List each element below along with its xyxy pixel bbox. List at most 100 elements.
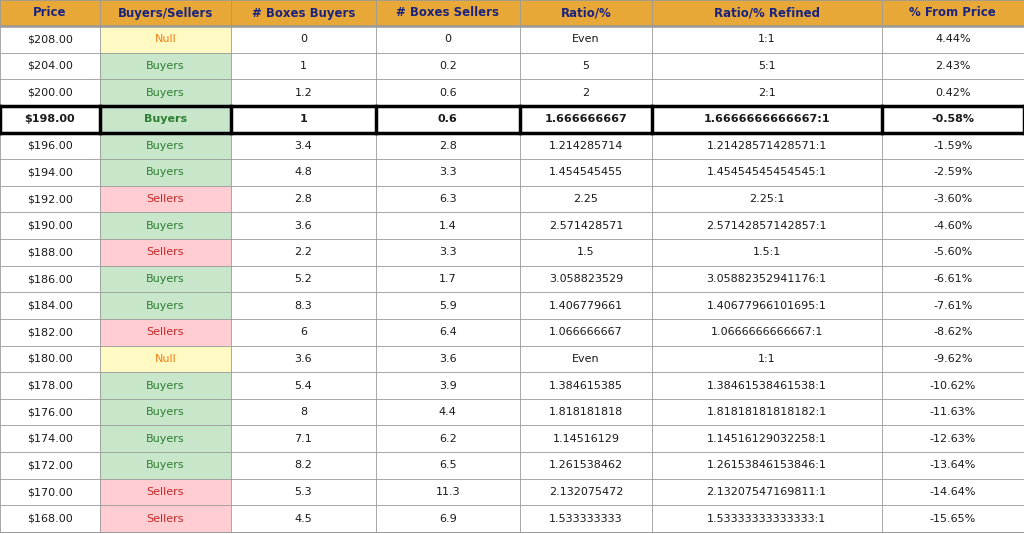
Bar (651, 372, 882, 399)
Bar (882, 266, 1024, 292)
Bar (651, 0, 882, 26)
Bar (882, 26, 1024, 53)
Text: 1.7: 1.7 (439, 274, 457, 284)
Bar (99, 452, 231, 479)
Bar (99, 479, 231, 505)
Bar (99, 106, 231, 132)
Text: 6.9: 6.9 (439, 514, 457, 524)
Bar (376, 292, 520, 319)
Text: 6: 6 (300, 327, 307, 337)
Bar (651, 345, 882, 372)
Bar (882, 159, 1024, 186)
Text: Buyers: Buyers (146, 61, 184, 71)
Text: 1.21428571428571:1: 1.21428571428571:1 (707, 141, 826, 151)
Bar (231, 505, 376, 532)
Bar (99, 79, 231, 106)
Text: 2.571428571: 2.571428571 (549, 221, 623, 231)
Text: 1: 1 (299, 114, 307, 124)
Bar (99, 292, 231, 319)
Text: -2.59%: -2.59% (933, 168, 973, 177)
Bar (231, 319, 376, 345)
Text: 5: 5 (583, 61, 590, 71)
Text: 5.3: 5.3 (295, 487, 312, 497)
Bar (0, 292, 99, 319)
Text: 3.9: 3.9 (439, 381, 457, 390)
Text: 1.40677966101695:1: 1.40677966101695:1 (707, 301, 826, 311)
Bar (99, 505, 231, 532)
Bar (520, 239, 651, 266)
Bar (231, 452, 376, 479)
Text: Buyers: Buyers (143, 114, 186, 124)
Bar (376, 372, 520, 399)
Bar (376, 239, 520, 266)
Text: $178.00: $178.00 (27, 381, 73, 390)
Bar (0, 159, 99, 186)
Bar (0, 106, 99, 132)
Text: 1.818181818: 1.818181818 (549, 407, 623, 417)
Text: 1.066666667: 1.066666667 (549, 327, 623, 337)
Bar (376, 452, 520, 479)
Text: 1.53333333333333:1: 1.53333333333333:1 (707, 514, 826, 524)
Bar (520, 399, 651, 426)
Bar (882, 213, 1024, 239)
Text: 3.6: 3.6 (295, 354, 312, 364)
Text: -4.60%: -4.60% (933, 221, 973, 231)
Text: 1.666666667: 1.666666667 (545, 114, 628, 124)
Text: 2.132075472: 2.132075472 (549, 487, 623, 497)
Bar (651, 186, 882, 213)
Text: -6.61%: -6.61% (933, 274, 973, 284)
Text: -14.64%: -14.64% (930, 487, 976, 497)
Bar (99, 372, 231, 399)
Text: 8: 8 (300, 407, 307, 417)
Bar (520, 132, 651, 159)
Text: 0.6: 0.6 (438, 114, 458, 124)
Text: -5.60%: -5.60% (933, 247, 973, 257)
Bar (651, 79, 882, 106)
Bar (520, 159, 651, 186)
Bar (882, 399, 1024, 426)
Bar (0, 79, 99, 106)
Bar (651, 452, 882, 479)
Bar (520, 319, 651, 345)
Text: Buyers: Buyers (146, 434, 184, 444)
Text: 1.5: 1.5 (577, 247, 595, 257)
Text: $184.00: $184.00 (27, 301, 73, 311)
Text: 5:1: 5:1 (758, 61, 775, 71)
Bar (376, 159, 520, 186)
Bar (99, 266, 231, 292)
Bar (231, 292, 376, 319)
Text: 1.6666666666667:1: 1.6666666666667:1 (703, 114, 829, 124)
Text: Buyers/Sellers: Buyers/Sellers (118, 6, 213, 20)
Text: -11.63%: -11.63% (930, 407, 976, 417)
Bar (231, 26, 376, 53)
Bar (231, 266, 376, 292)
Text: $200.00: $200.00 (27, 88, 73, 98)
Text: Ratio/%: Ratio/% (560, 6, 611, 20)
Bar (0, 505, 99, 532)
Bar (376, 132, 520, 159)
Bar (99, 239, 231, 266)
Text: Sellers: Sellers (146, 487, 184, 497)
Text: # Boxes Buyers: # Boxes Buyers (252, 6, 355, 20)
Text: Buyers: Buyers (146, 274, 184, 284)
Text: Sellers: Sellers (146, 194, 184, 204)
Text: 1.38461538461538:1: 1.38461538461538:1 (707, 381, 826, 390)
Bar (651, 479, 882, 505)
Bar (520, 213, 651, 239)
Bar (882, 106, 1024, 132)
Text: Sellers: Sellers (146, 327, 184, 337)
Text: $194.00: $194.00 (27, 168, 73, 177)
Text: Ratio/% Refined: Ratio/% Refined (714, 6, 819, 20)
Text: -7.61%: -7.61% (933, 301, 973, 311)
Bar (376, 319, 520, 345)
Text: 6.5: 6.5 (439, 460, 457, 470)
Bar (99, 0, 231, 26)
Bar (376, 426, 520, 452)
Text: 5.9: 5.9 (439, 301, 457, 311)
Bar (231, 399, 376, 426)
Bar (882, 479, 1024, 505)
Bar (520, 345, 651, 372)
Text: 1.14516129032258:1: 1.14516129032258:1 (707, 434, 826, 444)
Bar (520, 372, 651, 399)
Text: Buyers: Buyers (146, 301, 184, 311)
